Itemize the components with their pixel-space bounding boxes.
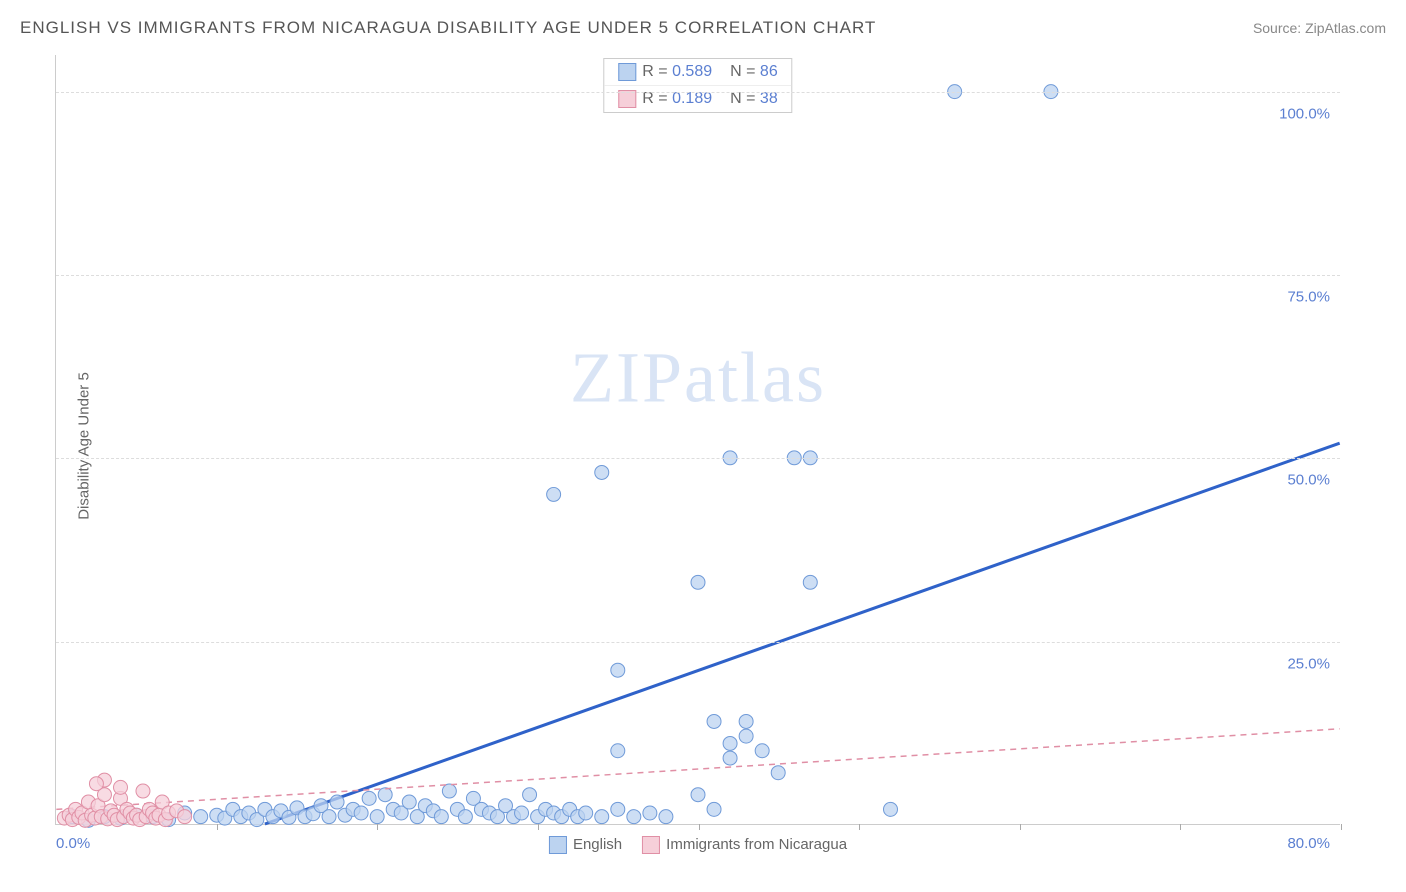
stat-row: R = 0.589 N = 86 bbox=[604, 59, 791, 85]
x-tick bbox=[859, 824, 860, 830]
legend-swatch bbox=[618, 63, 636, 81]
data-point bbox=[739, 729, 753, 743]
data-point bbox=[330, 795, 344, 809]
data-point bbox=[691, 788, 705, 802]
data-point bbox=[370, 810, 384, 824]
data-point bbox=[691, 575, 705, 589]
data-point bbox=[707, 714, 721, 728]
chart-header: ENGLISH VS IMMIGRANTS FROM NICARAGUA DIS… bbox=[20, 18, 1386, 38]
data-point bbox=[803, 575, 817, 589]
data-point bbox=[434, 810, 448, 824]
data-point bbox=[322, 810, 336, 824]
data-point bbox=[378, 788, 392, 802]
data-point bbox=[458, 810, 472, 824]
x-tick bbox=[699, 824, 700, 830]
legend-label: Immigrants from Nicaragua bbox=[666, 836, 847, 853]
r-label: R = bbox=[642, 63, 672, 81]
data-point bbox=[136, 784, 150, 798]
data-point bbox=[659, 810, 673, 824]
legend-label: English bbox=[573, 836, 622, 853]
data-point bbox=[723, 751, 737, 765]
data-point bbox=[114, 780, 128, 794]
data-point bbox=[595, 465, 609, 479]
source-attribution: Source: ZipAtlas.com bbox=[1253, 20, 1386, 36]
data-point bbox=[611, 802, 625, 816]
stat-row: R = 0.189 N = 38 bbox=[604, 85, 791, 112]
x-axis-min-label: 0.0% bbox=[56, 835, 90, 852]
data-point bbox=[178, 810, 192, 824]
x-tick bbox=[1020, 824, 1021, 830]
data-point bbox=[89, 777, 103, 791]
data-point bbox=[755, 744, 769, 758]
n-value: 86 bbox=[760, 63, 778, 81]
legend-swatch bbox=[618, 90, 636, 108]
data-point bbox=[611, 744, 625, 758]
legend-item: Immigrants from Nicaragua bbox=[642, 836, 847, 854]
r-label: R = bbox=[642, 90, 672, 108]
n-label: N = bbox=[730, 63, 760, 81]
legend-swatch bbox=[642, 836, 660, 854]
y-tick-label: 50.0% bbox=[1287, 472, 1330, 489]
data-point bbox=[523, 788, 537, 802]
x-tick bbox=[1180, 824, 1181, 830]
data-point bbox=[643, 806, 657, 820]
data-point bbox=[194, 810, 208, 824]
data-point bbox=[515, 806, 529, 820]
data-point bbox=[611, 663, 625, 677]
trend-line bbox=[265, 443, 1340, 824]
n-value: 38 bbox=[760, 90, 778, 108]
x-tick bbox=[1341, 824, 1342, 830]
gridline bbox=[56, 642, 1340, 643]
data-point bbox=[771, 766, 785, 780]
data-point bbox=[884, 802, 898, 816]
data-point bbox=[627, 810, 641, 824]
data-point bbox=[579, 806, 593, 820]
n-label: N = bbox=[730, 90, 760, 108]
data-point bbox=[707, 802, 721, 816]
data-point bbox=[723, 736, 737, 750]
data-point bbox=[402, 795, 416, 809]
y-tick-label: 25.0% bbox=[1287, 655, 1330, 672]
x-axis-max-label: 80.0% bbox=[1287, 835, 1330, 852]
legend-swatch bbox=[549, 836, 567, 854]
gridline bbox=[56, 92, 1340, 93]
y-tick-label: 75.0% bbox=[1287, 289, 1330, 306]
data-point bbox=[362, 791, 376, 805]
gridline bbox=[56, 275, 1340, 276]
plot-area: ZIPatlas R = 0.589N = 86R = 0.189N = 38 … bbox=[55, 55, 1340, 825]
data-point bbox=[354, 806, 368, 820]
x-tick bbox=[217, 824, 218, 830]
r-value: 0.589 bbox=[672, 63, 712, 81]
correlation-stats-box: R = 0.589 N = 86 R = 0.189 N = 38 bbox=[603, 58, 792, 113]
x-tick bbox=[377, 824, 378, 830]
data-point bbox=[739, 714, 753, 728]
legend-bottom: English Immigrants from Nicaragua bbox=[549, 836, 847, 854]
chart-title: ENGLISH VS IMMIGRANTS FROM NICARAGUA DIS… bbox=[20, 18, 876, 38]
x-tick bbox=[538, 824, 539, 830]
source-link[interactable]: ZipAtlas.com bbox=[1305, 20, 1386, 36]
gridline bbox=[56, 458, 1340, 459]
legend-item: English bbox=[549, 836, 622, 854]
y-tick-label: 100.0% bbox=[1279, 105, 1330, 122]
data-point bbox=[547, 487, 561, 501]
data-point bbox=[595, 810, 609, 824]
r-value: 0.189 bbox=[672, 90, 712, 108]
chart-canvas bbox=[56, 55, 1340, 824]
data-point bbox=[442, 784, 456, 798]
